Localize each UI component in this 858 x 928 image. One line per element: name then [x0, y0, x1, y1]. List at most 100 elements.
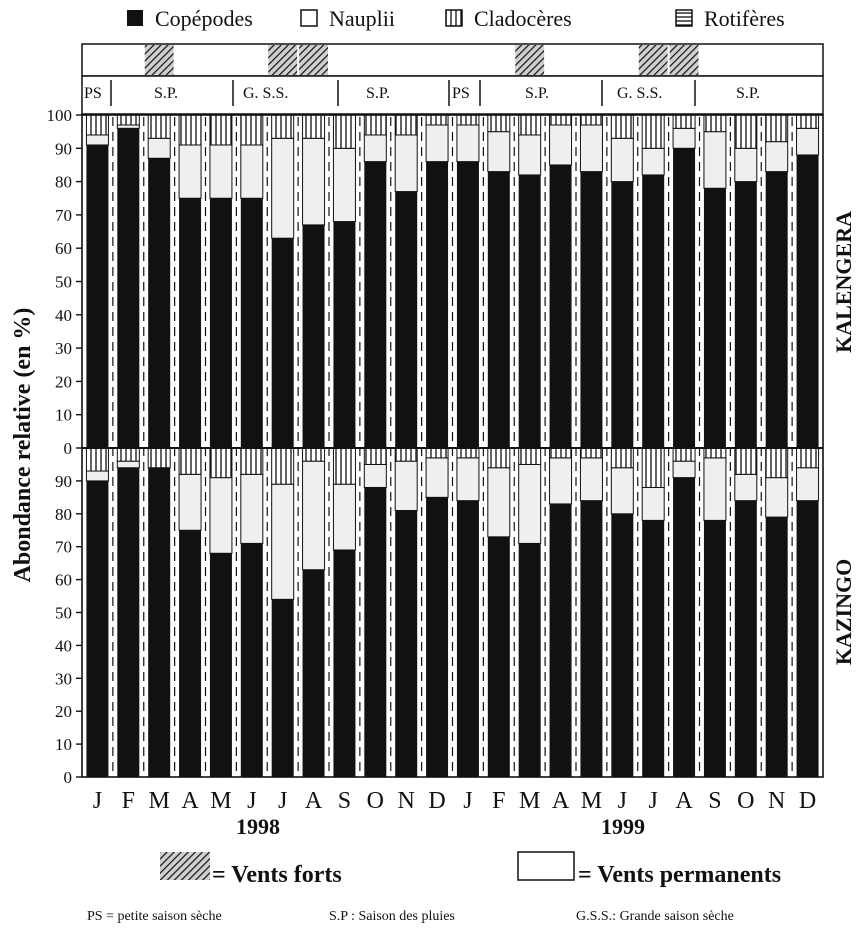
y-tick-label: 30	[55, 339, 72, 358]
bar-cladoceres	[116, 447, 140, 462]
bar-copepodes	[796, 154, 819, 448]
bar-cladoceres	[456, 447, 480, 459]
month-label: J	[649, 788, 658, 814]
bar-copepodes	[518, 543, 541, 777]
bar-copepodes	[518, 174, 541, 448]
wind-strip	[81, 43, 824, 77]
bar-copepodes	[240, 543, 263, 777]
permanent-wind-label: = Vents permanents	[578, 862, 781, 888]
season-label: G. S.S.	[243, 85, 288, 102]
season-strip-frame	[81, 75, 824, 115]
legend-label-nauplii: Nauplii	[329, 6, 395, 31]
month-label: A	[305, 788, 323, 814]
year-label: 1999	[601, 814, 645, 839]
bar-copepodes	[734, 181, 757, 448]
bar-nauplii	[549, 124, 573, 166]
bar-copepodes	[179, 198, 202, 448]
bar-nauplii	[240, 473, 264, 544]
month-label: F	[122, 788, 135, 814]
bar-nauplii	[363, 134, 387, 163]
month-label: J	[278, 788, 287, 814]
bar-copepodes	[302, 569, 325, 777]
month-label: J	[463, 788, 472, 814]
bar-copepodes	[209, 198, 232, 448]
bar-copepodes	[580, 500, 603, 777]
strong-wind-block	[515, 45, 545, 75]
month-label: M	[149, 788, 170, 814]
bar-nauplii	[209, 477, 233, 554]
bar-nauplii	[85, 134, 109, 146]
bar-copepodes	[673, 148, 696, 449]
bar-cladoceres	[672, 447, 696, 462]
bar-nauplii	[641, 147, 665, 176]
bar-copepodes	[148, 158, 171, 449]
bar-cladoceres	[734, 447, 758, 475]
panel-label-kalengera: KALENGERA	[831, 211, 856, 353]
month-label: D	[799, 788, 816, 814]
bar-copepodes	[209, 553, 232, 777]
bar-copepodes	[734, 500, 757, 777]
bar-nauplii	[734, 147, 758, 183]
y-tick-label: 70	[55, 538, 72, 557]
bar-nauplii	[579, 457, 603, 502]
footnote-ps: PS = petite saison sèche	[87, 909, 222, 924]
bar-copepodes	[148, 467, 171, 777]
legend-swatch-copepodes	[127, 10, 143, 26]
season-strip: PS S.P. G. S.S. S.P. PS S.P. G. S.S. S.P…	[81, 75, 824, 115]
bar-nauplii	[302, 137, 326, 226]
bar-nauplii	[178, 144, 202, 199]
month-label: J	[247, 788, 256, 814]
bar-nauplii	[672, 127, 696, 149]
bar-cladoceres	[332, 114, 356, 149]
bar-copepodes	[456, 500, 479, 777]
month-label: A	[675, 788, 693, 814]
bar-nauplii	[332, 483, 356, 551]
bar-copepodes	[302, 224, 325, 448]
bar-nauplii	[487, 131, 511, 173]
bar-copepodes	[395, 510, 418, 777]
permanent-wind-swatch	[517, 851, 575, 881]
legend-swatch-nauplii	[300, 9, 318, 27]
legend-label-copepodes: Copépodes	[155, 6, 253, 31]
bar-cladoceres	[579, 114, 603, 126]
bar-nauplii	[363, 463, 387, 488]
bar-cladoceres	[518, 114, 542, 136]
legend: Copépodes Nauplii Cladocères Rotifères	[127, 6, 785, 31]
legend-item-nauplii: Nauplii	[300, 6, 395, 31]
bar-cladoceres	[332, 447, 356, 485]
bar-cladoceres	[518, 447, 542, 465]
season-label: S.P.	[525, 85, 549, 102]
month-label: J	[93, 788, 102, 814]
bar-cladoceres	[302, 447, 326, 462]
legend-label-cladoceres: Cladocères	[474, 6, 572, 31]
strong-wind-block	[268, 45, 298, 75]
season-label: G. S.S.	[617, 85, 662, 102]
bar-copepodes	[426, 161, 449, 448]
plot-frame	[81, 114, 824, 778]
y-tick-label: 80	[55, 173, 72, 192]
bar-copepodes	[426, 497, 449, 777]
bar-nauplii	[703, 457, 727, 521]
bar-copepodes	[456, 161, 479, 448]
bar-cladoceres	[734, 114, 758, 149]
bar-nauplii	[271, 483, 295, 600]
legend-label-rotiferes: Rotifères	[704, 6, 785, 31]
bar-copepodes	[487, 171, 510, 449]
bar-cladoceres	[363, 114, 387, 136]
bar-copepodes	[117, 467, 140, 777]
bar-nauplii	[85, 470, 109, 482]
year-labels: 1998 1999	[236, 814, 645, 839]
bar-nauplii	[734, 473, 758, 502]
bar-nauplii	[147, 137, 171, 159]
wind-key: = Vents forts = Vents permanents	[160, 851, 781, 888]
bar-nauplii	[610, 137, 634, 183]
bar-copepodes	[271, 238, 294, 448]
y-tick-label: 20	[55, 372, 72, 391]
bar-nauplii	[116, 460, 140, 469]
bar-cladoceres	[178, 114, 202, 146]
panel-kalengera: 0 10 20 30 40 50 60 70 80 90 100	[47, 106, 820, 458]
bar-copepodes	[611, 181, 634, 448]
bar-copepodes	[549, 503, 572, 777]
y-tick-label: 80	[55, 505, 72, 524]
